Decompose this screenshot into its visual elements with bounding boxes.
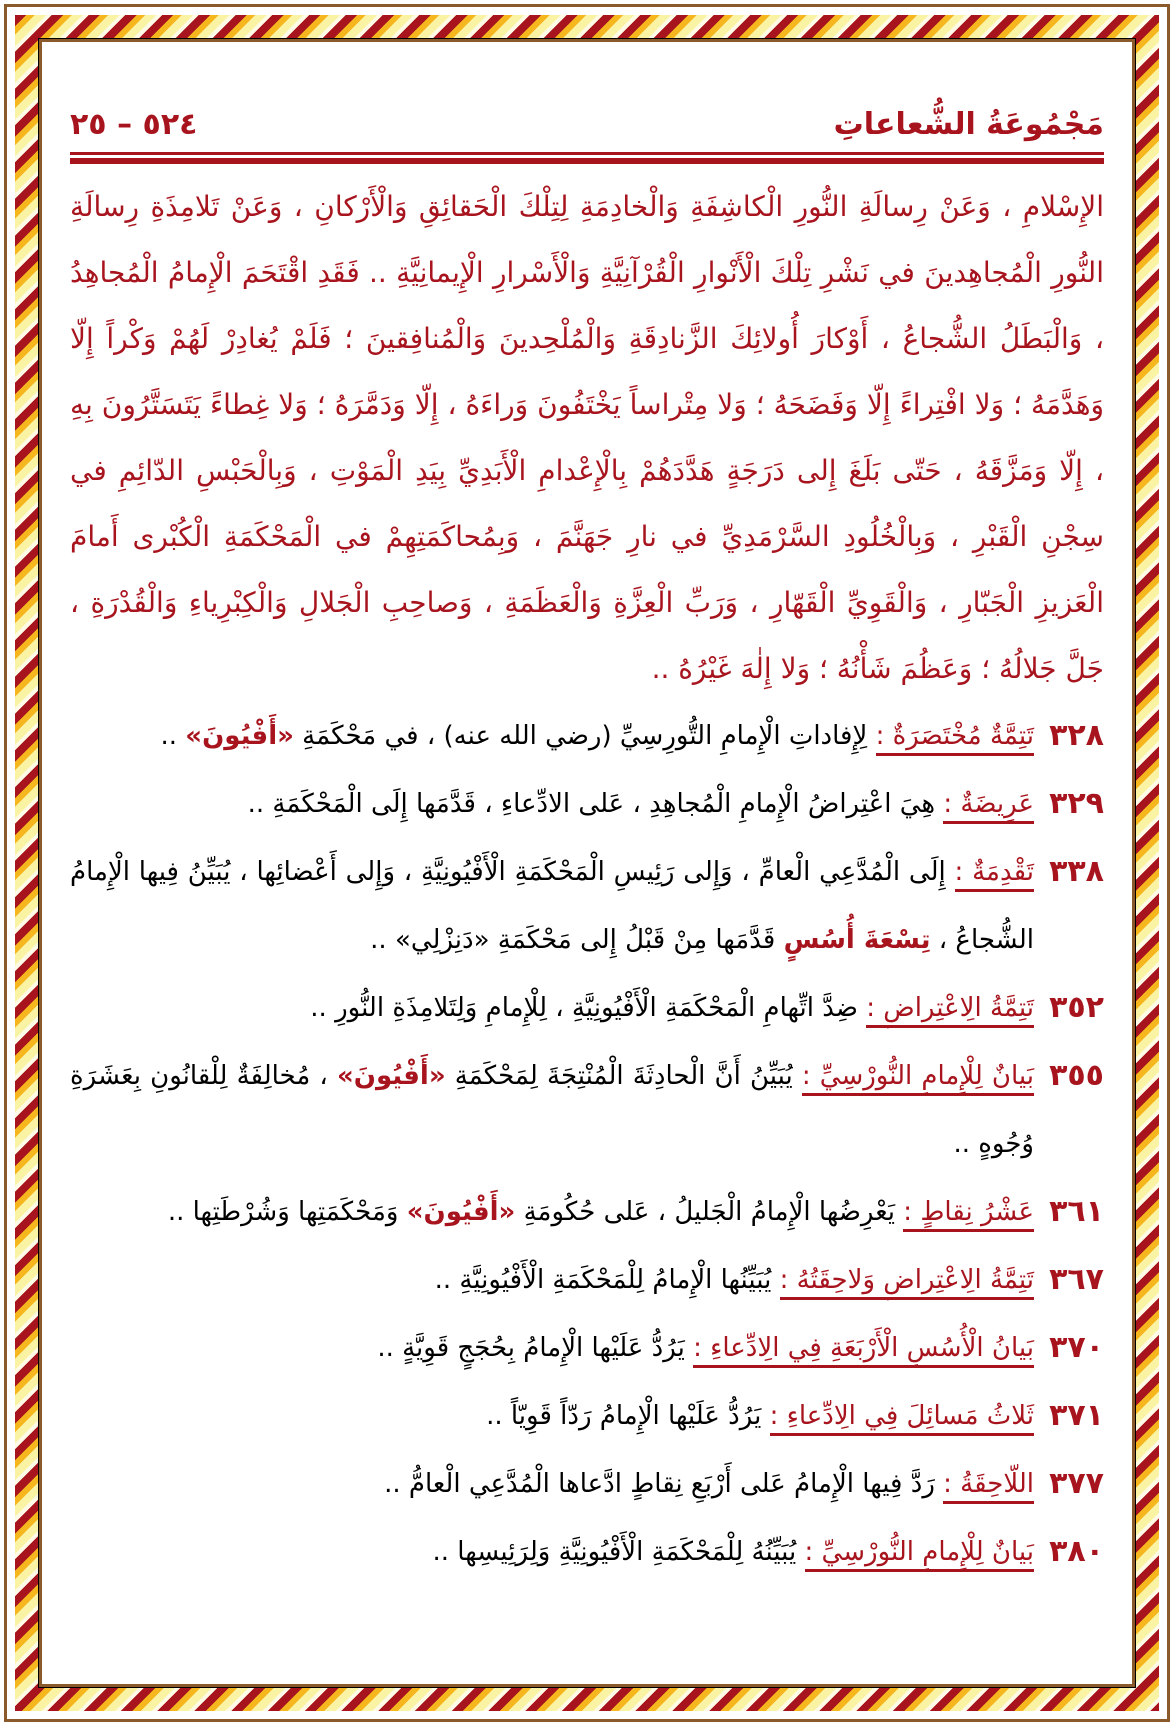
entry-body: عَشْرُ نِقاطٍ : يَعْرِضُها الْإِمامُ الْ…: [70, 1178, 1034, 1246]
contents-entry: ٣٥٢ تَتِمَّةُ الِاعْتِراضِ : ضِدَّ اتِّه…: [70, 974, 1104, 1042]
entry-text: إِلَى الْمُدَّعِي الْعامِّ ، وَإِلى رَئِ…: [70, 857, 1034, 955]
entry-text: لِإِفاداتِ الْإِمامِ التُّورِسِيِّ (رضي …: [293, 721, 876, 751]
entry-page-number: ٣٢٨: [1049, 718, 1104, 753]
entry-text: هِيَ اعْتِراضُ الْإِمامِ الْمُجاهِدِ ، ع…: [247, 789, 944, 819]
entry-text: يَعْرِضُها الْإِمامُ الْجَليلُ ، عَلى حُ…: [515, 1197, 904, 1227]
entry-highlight: تِسْعَةَ أُسُسٍ: [783, 925, 931, 955]
header-rule-thick: [70, 158, 1104, 164]
entry-heading: ثَلاثُ مَسائِلَ فِي الِادِّعاءِ :: [769, 1401, 1034, 1436]
contents-entry: ٣٢٩ عَرِيضَةٌ : هِيَ اعْتِراضُ الْإِمامِ…: [70, 770, 1104, 838]
page-content: مَجْمُوعَةُ الشُّعاعاتِ ٥٢٤ – ٢٥ الإِسْل…: [70, 80, 1104, 1586]
entry-body: تَتِمَّةُ الِاعْتِراضِ : ضِدَّ اتِّهامِ …: [70, 974, 1034, 1042]
entry-tail: وَمَحْكَمَتِها وَشُرْطَتِها ..: [167, 1197, 407, 1227]
page-area: [39, 39, 1135, 1687]
entry-page-number: ٣٥٢: [1049, 990, 1104, 1025]
entry-highlight: «أَفْيُونَ»: [406, 1197, 516, 1227]
entry-text: يَرُدُّ عَلَيْها الْإِمامُ رَدّاً قَوِيّ…: [486, 1401, 770, 1431]
entry-page-number: ٣٣٨: [1049, 854, 1104, 889]
entry-body: تَقْدِمَةٌ : إِلَى الْمُدَّعِي الْعامِّ …: [70, 838, 1034, 974]
entry-body: ثَلاثُ مَسائِلَ فِي الِادِّعاءِ : يَرُدُ…: [70, 1382, 1034, 1450]
running-header: مَجْمُوعَةُ الشُّعاعاتِ ٥٢٤ – ٢٥: [70, 80, 1104, 142]
entry-text: يُبَيِّنُهُ لِلْمَحْكَمَةِ الْأَفْيُونِي…: [432, 1537, 805, 1567]
contents-entry: ٣٨٠ بَيانٌ لِلْإِمامِ النُّورْسِيِّ : يُ…: [70, 1518, 1104, 1586]
entry-highlight: «أَفْيُونَ»: [185, 721, 294, 751]
entry-page-number: ٣٧٠: [1049, 1330, 1104, 1365]
entry-page-number: ٣٢٩: [1049, 786, 1104, 821]
header-rule: [70, 152, 1104, 155]
entry-tail: ، مُخالِفَةٌ لِلْقانُونِ بِعَشَرَةِ وُجُ…: [70, 1061, 1034, 1159]
entry-page-number: ٣٦٧: [1049, 1262, 1104, 1297]
entry-page-number: ٣٥٥: [1049, 1058, 1104, 1093]
contents-entry: ٣٥٥ بَيانٌ لِلْإِمامِ النُّورْسِيِّ : يُ…: [70, 1042, 1104, 1178]
entry-heading: تَتِمَّةُ الِاعْتِراضِ وَلاحِقَتُهُ :: [779, 1265, 1034, 1300]
entry-page-number: ٣٦١: [1049, 1194, 1104, 1229]
entry-body: بَيانٌ لِلْإِمامِ النُّورْسِيِّ : يُبَيِ…: [70, 1042, 1035, 1178]
entry-body: اللّاحِقَةُ : رَدَّ فِيها الْإِمامُ عَلى…: [70, 1450, 1034, 1518]
entry-tail: ..: [160, 721, 186, 751]
book-title: مَجْمُوعَةُ الشُّعاعاتِ: [833, 107, 1104, 142]
entry-tail: قَدَّمَها مِنْ قَبْلُ إِلى مَحْكَمَةِ «د…: [370, 925, 784, 955]
entry-text: رَدَّ فِيها الْإِمامُ عَلى أَرْبَعِ نِقا…: [384, 1469, 944, 1499]
page-number: ٥٢٤ – ٢٥: [70, 107, 198, 142]
entry-body: تَتِمَّةٌ مُخْتَصَرَةٌ : لِإِفاداتِ الْإ…: [70, 702, 1034, 770]
entry-heading: بَيانٌ لِلْإِمامِ النُّورْسِيِّ :: [801, 1061, 1035, 1096]
contents-entry: ٣٧٠ بَيانُ الْأُسُسِ الْأَرْبَعَةِ فِي ا…: [70, 1314, 1104, 1382]
entry-body: بَيانٌ لِلْإِمامِ النُّورْسِيِّ : يُبَيِ…: [70, 1518, 1034, 1586]
entry-highlight: «أَفْيُونَ»: [336, 1061, 446, 1091]
entry-heading: عَشْرُ نِقاطٍ :: [903, 1197, 1034, 1232]
contents-entry: ٣٣٨ تَقْدِمَةٌ : إِلَى الْمُدَّعِي الْعا…: [70, 838, 1104, 974]
entry-page-number: ٣٨٠: [1049, 1534, 1104, 1569]
entry-heading: تَتِمَّةُ الِاعْتِراضِ :: [866, 993, 1034, 1028]
entry-heading: تَتِمَّةٌ مُخْتَصَرَةٌ :: [875, 721, 1034, 756]
contents-entry: ٣٦١ عَشْرُ نِقاطٍ : يَعْرِضُها الْإِمامُ…: [70, 1178, 1104, 1246]
entry-text: يُبَيِّنُ أَنَّ الْحادِثَةَ الْمُنْتِجَة…: [445, 1061, 802, 1091]
entry-heading: بَيانُ الْأُسُسِ الْأَرْبَعَةِ فِي الِاد…: [693, 1333, 1034, 1368]
body-paragraph: الإِسْلامِ ، وَعَنْ رِسالَةِ النُّورِ ال…: [70, 190, 1104, 685]
entry-body: تَتِمَّةُ الِاعْتِراضِ وَلاحِقَتُهُ : يُ…: [70, 1246, 1034, 1314]
contents-entry: ٣٢٨ تَتِمَّةٌ مُخْتَصَرَةٌ : لِإِفاداتِ …: [70, 702, 1104, 770]
contents-entry: ٣٧١ ثَلاثُ مَسائِلَ فِي الِادِّعاءِ : يَ…: [70, 1382, 1104, 1450]
entry-text: يَرُدُّ عَلَيْها الْإِمامُ بِحُجَجٍ قَوِ…: [377, 1333, 694, 1363]
entry-page-number: ٣٧٧: [1049, 1466, 1104, 1501]
entry-text: ضِدَّ اتِّهامِ الْمَحْكَمَةِ الْأَفْيُون…: [310, 993, 867, 1023]
entry-heading: تَقْدِمَةٌ :: [954, 857, 1034, 892]
entry-body: عَرِيضَةٌ : هِيَ اعْتِراضُ الْإِمامِ الْ…: [70, 770, 1034, 838]
page-border: [4, 4, 1170, 1722]
entry-text: يُبَيِّنُها الْإِمامُ لِلْمَحْكَمَةِ الْ…: [434, 1265, 780, 1295]
entry-body: بَيانُ الْأُسُسِ الْأَرْبَعَةِ فِي الِاد…: [70, 1314, 1034, 1382]
contents-list: ٣٢٨ تَتِمَّةٌ مُخْتَصَرَةٌ : لِإِفاداتِ …: [70, 702, 1104, 1586]
entry-page-number: ٣٧١: [1049, 1398, 1104, 1433]
entry-heading: بَيانٌ لِلْإِمامِ النُّورْسِيِّ :: [804, 1537, 1034, 1572]
entry-heading: عَرِيضَةٌ :: [943, 789, 1034, 824]
contents-entry: ٣٧٧ اللّاحِقَةُ : رَدَّ فِيها الْإِمامُ …: [70, 1450, 1104, 1518]
contents-entry: ٣٦٧ تَتِمَّةُ الِاعْتِراضِ وَلاحِقَتُهُ …: [70, 1246, 1104, 1314]
entry-heading: اللّاحِقَةُ :: [943, 1469, 1034, 1504]
